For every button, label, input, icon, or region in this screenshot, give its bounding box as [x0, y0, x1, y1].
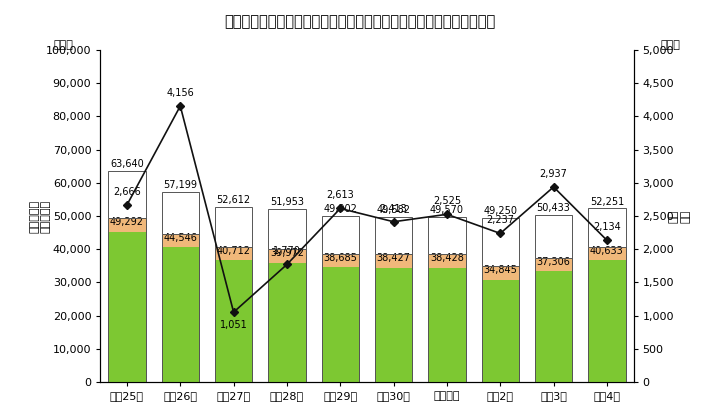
Bar: [428, 218, 466, 382]
Text: （人）: （人）: [661, 40, 681, 50]
Text: 39,972: 39,972: [270, 248, 304, 258]
Bar: [428, 255, 466, 267]
Bar: [269, 210, 305, 382]
Y-axis label: 合格
者数: 合格 者数: [669, 209, 690, 223]
Text: 40,712: 40,712: [217, 246, 251, 256]
Bar: [535, 258, 572, 271]
Y-axis label: 受験申込者
・受験者数: 受験申込者 ・受験者数: [30, 199, 51, 233]
Text: 4,156: 4,156: [166, 88, 194, 98]
Text: 38,427: 38,427: [377, 253, 410, 263]
Text: ［参考］　受験申込者数・受験者数・合格者数の推移（過去１０年）: ［参考］ 受験申込者数・受験者数・合格者数の推移（過去１０年）: [225, 15, 495, 30]
Bar: [375, 267, 413, 382]
Text: 37,306: 37,306: [536, 257, 570, 267]
Bar: [161, 234, 199, 382]
Bar: [269, 262, 305, 382]
Bar: [108, 232, 145, 382]
Text: 2,413: 2,413: [379, 204, 408, 214]
Bar: [535, 215, 572, 382]
Bar: [322, 216, 359, 382]
Bar: [161, 234, 199, 248]
Bar: [375, 217, 413, 382]
Text: 63,640: 63,640: [110, 158, 144, 168]
Text: 49,250: 49,250: [483, 206, 517, 216]
Text: 38,685: 38,685: [323, 253, 357, 262]
Bar: [161, 248, 199, 382]
Text: 1,770: 1,770: [273, 246, 301, 257]
Bar: [108, 218, 145, 382]
Text: 49,582: 49,582: [377, 206, 410, 215]
Bar: [322, 267, 359, 382]
Text: 40,633: 40,633: [590, 246, 624, 256]
Bar: [375, 255, 413, 267]
Bar: [108, 218, 145, 232]
Text: 52,251: 52,251: [590, 196, 624, 206]
Bar: [482, 218, 519, 382]
Text: 2,134: 2,134: [593, 222, 621, 232]
Bar: [588, 208, 626, 382]
Text: 2,937: 2,937: [540, 169, 567, 179]
Text: 2,237: 2,237: [486, 215, 514, 225]
Bar: [108, 171, 145, 382]
Bar: [322, 253, 359, 382]
Bar: [428, 267, 466, 382]
Bar: [588, 247, 626, 382]
Text: 50,433: 50,433: [536, 203, 570, 213]
Bar: [535, 258, 572, 382]
Text: 2,666: 2,666: [113, 187, 141, 197]
Text: （人）: （人）: [53, 40, 73, 50]
Bar: [215, 247, 252, 382]
Text: 52,612: 52,612: [217, 195, 251, 206]
Text: 49,292: 49,292: [110, 217, 144, 227]
Text: 49,570: 49,570: [430, 206, 464, 215]
Bar: [535, 271, 572, 382]
Bar: [428, 255, 466, 382]
Text: 44,546: 44,546: [163, 233, 197, 243]
Bar: [482, 266, 519, 382]
Bar: [588, 260, 626, 382]
Text: 34,845: 34,845: [483, 265, 517, 275]
Bar: [215, 207, 252, 382]
Bar: [269, 249, 305, 382]
Text: 2,613: 2,613: [326, 191, 354, 201]
Bar: [215, 247, 252, 260]
Text: 51,953: 51,953: [270, 198, 304, 208]
Bar: [588, 247, 626, 260]
Bar: [322, 253, 359, 267]
Bar: [482, 280, 519, 382]
Bar: [482, 266, 519, 280]
Text: 2,525: 2,525: [433, 196, 461, 206]
Text: 57,199: 57,199: [163, 180, 197, 190]
Bar: [215, 260, 252, 382]
Text: 49,902: 49,902: [323, 204, 357, 214]
Bar: [375, 255, 413, 382]
Text: 1,051: 1,051: [220, 320, 248, 330]
Bar: [161, 192, 199, 382]
Bar: [269, 249, 305, 262]
Text: 38,428: 38,428: [430, 253, 464, 263]
